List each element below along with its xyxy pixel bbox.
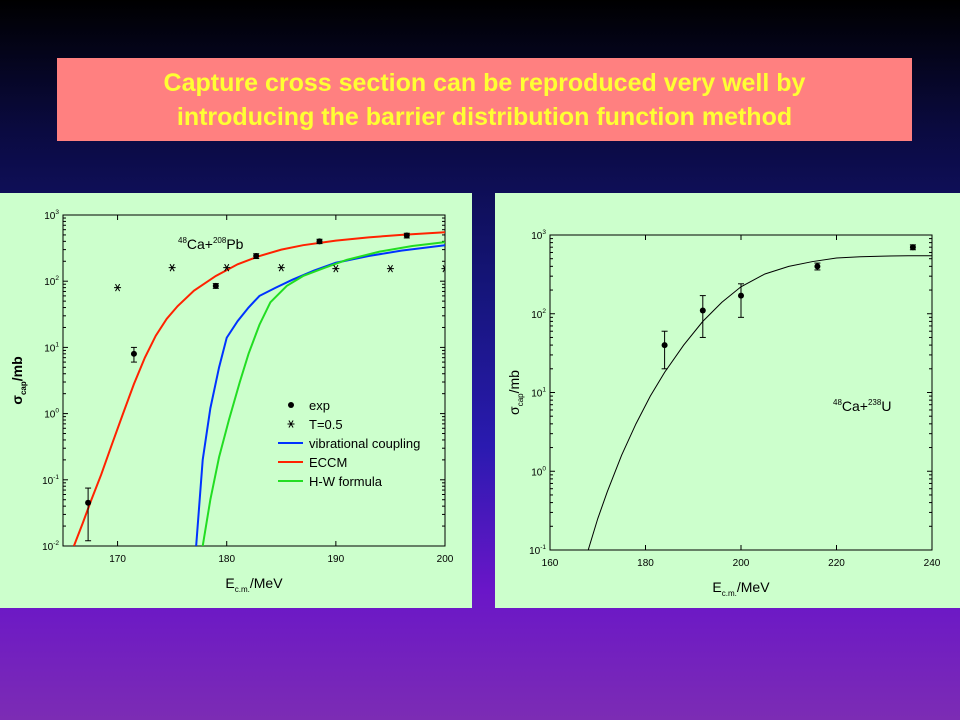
t05-point: [386, 264, 394, 273]
y-tick-label: 102: [44, 275, 59, 288]
t05-point: [277, 263, 285, 272]
curves: [587, 255, 932, 550]
x-tick-label: 220: [828, 558, 845, 569]
exp-point: [212, 282, 219, 289]
x-tick-label: 180: [637, 558, 654, 569]
series-eccm: [72, 231, 445, 546]
y-axis-label: σcap/mb: [506, 370, 525, 415]
legend-hw-label: H-W formula: [309, 474, 383, 489]
t05-point: [332, 264, 340, 273]
legend-vibrational-label: vibrational coupling: [309, 436, 420, 451]
y-tick-label: 10-2: [42, 540, 59, 553]
title-line-1: Capture cross section can be reproduced …: [163, 68, 806, 97]
chart-panel-left: 170 180 190 200 10-2 10-1 100 101 102 103 Ec.m./Me…: [0, 193, 472, 608]
x-axis-label: Ec.m./MeV: [225, 575, 283, 594]
x-tick-label: 180: [218, 554, 235, 565]
exp-point: [814, 263, 821, 270]
model-curve: [587, 255, 932, 550]
x-tick-label: 200: [733, 558, 750, 569]
x-tick-label: 200: [437, 554, 454, 565]
exp-point: [253, 253, 260, 260]
y-tick-label: 10-1: [42, 474, 59, 487]
exp-points: [661, 244, 916, 370]
legend-t05-label: T=0.5: [309, 417, 343, 432]
series-vibrational: [195, 244, 445, 546]
y-tick-label: 101: [531, 387, 546, 400]
t05-point: [168, 263, 176, 272]
title-banner: Capture cross section can be reproduced …: [57, 58, 912, 141]
legend-exp-marker: [288, 402, 294, 408]
title-line-2: introducing the barrier distribution fun…: [176, 102, 793, 131]
plot-frame: [62, 214, 446, 547]
t05-points: [114, 263, 445, 292]
legend-eccm-label: ECCM: [309, 455, 347, 470]
y-tick-label: 103: [44, 209, 59, 222]
legend: exp T=0.5 vibrational coupling ECCM H-W form…: [278, 398, 420, 489]
y-tick-label: 10-1: [529, 544, 546, 557]
exp-point: [85, 499, 92, 506]
exp-point: [316, 238, 323, 245]
t05-point: [114, 283, 122, 292]
t05-point: [441, 264, 445, 273]
exp-point: [738, 292, 744, 299]
exp-point: [130, 350, 137, 357]
exp-points: [85, 232, 410, 542]
reaction-label: 48Ca+238U: [833, 398, 891, 414]
x-tick-label: 160: [542, 558, 559, 569]
y-tick-label: 102: [531, 308, 546, 321]
exp-point: [909, 244, 916, 251]
exp-point: [699, 307, 706, 314]
exp-point: [403, 232, 410, 239]
y-tick-label: 101: [44, 341, 59, 354]
x-axis-label: Ec.m./MeV: [712, 579, 770, 598]
y-tick-label: 103: [531, 229, 546, 242]
chart-right-svg: 160 180 200 220 240 10-1 100 101 102 103 Ec.m./MeV…: [506, 229, 941, 598]
chart-panel-right: 160 180 200 220 240 10-1 100 101 102 103 Ec.m./MeV…: [495, 193, 960, 608]
reaction-label: 48Ca+208Pb: [178, 236, 244, 252]
chart-left-svg: 170 180 190 200 10-2 10-1 100 101 102 103 Ec.m./Me…: [9, 209, 454, 594]
t05-point: [223, 263, 231, 272]
x-tick-label: 190: [328, 554, 345, 565]
legend-exp-label: exp: [309, 398, 330, 413]
exp-point: [661, 342, 668, 349]
legend-t05-marker: [287, 420, 295, 428]
series-hw: [201, 241, 445, 546]
y-axis-label: σcap/mb: [9, 356, 28, 404]
x-tick-label: 170: [109, 554, 126, 565]
curves: [72, 231, 445, 546]
y-tick-label: 100: [44, 408, 59, 421]
plot-frame: [549, 234, 933, 551]
y-tick-label: 100: [531, 465, 546, 478]
x-tick-label: 240: [924, 558, 941, 569]
